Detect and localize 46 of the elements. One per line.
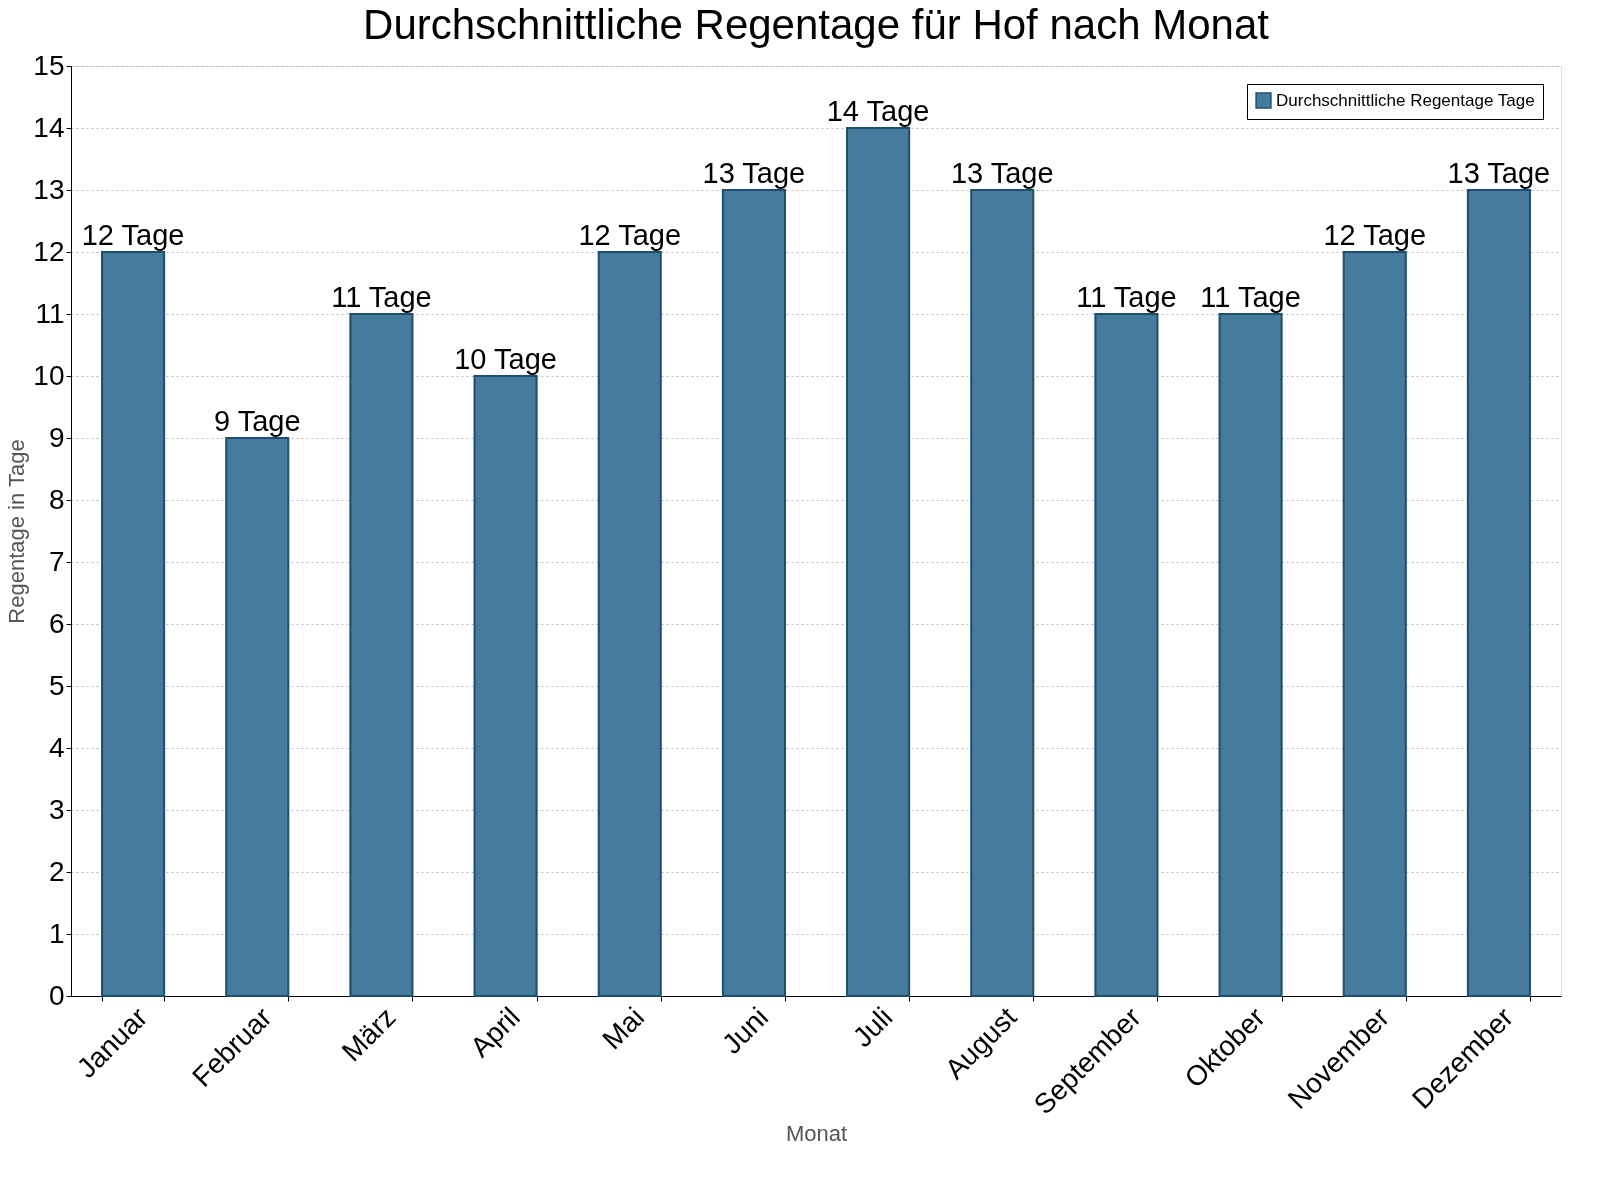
data-label: 11 Tage <box>1076 281 1177 313</box>
y-tick-label: 5 <box>48 669 65 701</box>
bar <box>349 313 414 997</box>
y-tick-label: 3 <box>48 793 65 825</box>
chart-title: Durchschnittliche Regentage für Hof nach Monat <box>363 1 1270 48</box>
bar <box>970 189 1035 997</box>
y-tick-label: 12 <box>33 235 65 267</box>
bar <box>101 251 166 997</box>
bar <box>225 437 290 997</box>
data-label: 9 Tage <box>213 405 301 437</box>
y-tick-label: 8 <box>48 483 65 515</box>
y-tick-label: 4 <box>48 731 65 763</box>
x-axis-title: Monat <box>785 1121 848 1147</box>
y-tick-label: 7 <box>48 545 65 577</box>
y-tick-label: 15 <box>33 49 65 81</box>
y-tick-label: 13 <box>33 173 65 205</box>
y-tick-label: 1 <box>48 917 65 949</box>
y-tick-label: 11 <box>35 297 65 329</box>
bar <box>1094 313 1159 997</box>
data-label: 13 Tage <box>1447 157 1551 189</box>
data-label: 12 Tage <box>578 219 682 251</box>
legend-label: Durchschnittliche Regentage Tage <box>1276 90 1535 110</box>
y-tick-label: 6 <box>48 607 65 639</box>
data-label: 14 Tage <box>826 95 930 127</box>
bar <box>473 375 538 997</box>
y-tick-label: 2 <box>48 855 65 887</box>
x-tick-label: Juli <box>846 1001 899 1054</box>
bar <box>1466 189 1531 997</box>
y-tick-label: 0 <box>48 979 65 1011</box>
data-label: 13 Tage <box>702 157 806 189</box>
y-tick-label: 14 <box>33 111 65 143</box>
y-tick-label: 9 <box>48 421 65 453</box>
bar <box>721 189 786 997</box>
bar <box>846 127 911 997</box>
y-axis-title: Regentage in Tage <box>4 439 30 624</box>
y-tick-label: 10 <box>33 359 65 391</box>
data-label: 11 Tage <box>1200 281 1301 313</box>
bar <box>1218 313 1283 997</box>
data-label: 10 Tage <box>454 343 557 375</box>
data-label: 12 Tage <box>81 219 185 251</box>
data-label: 11 Tage <box>331 281 432 313</box>
data-label: 12 Tage <box>1323 219 1427 251</box>
x-tick-label: Mai <box>596 1001 651 1056</box>
bar <box>597 251 662 997</box>
data-label: 13 Tage <box>950 157 1054 189</box>
bar <box>1342 251 1407 997</box>
